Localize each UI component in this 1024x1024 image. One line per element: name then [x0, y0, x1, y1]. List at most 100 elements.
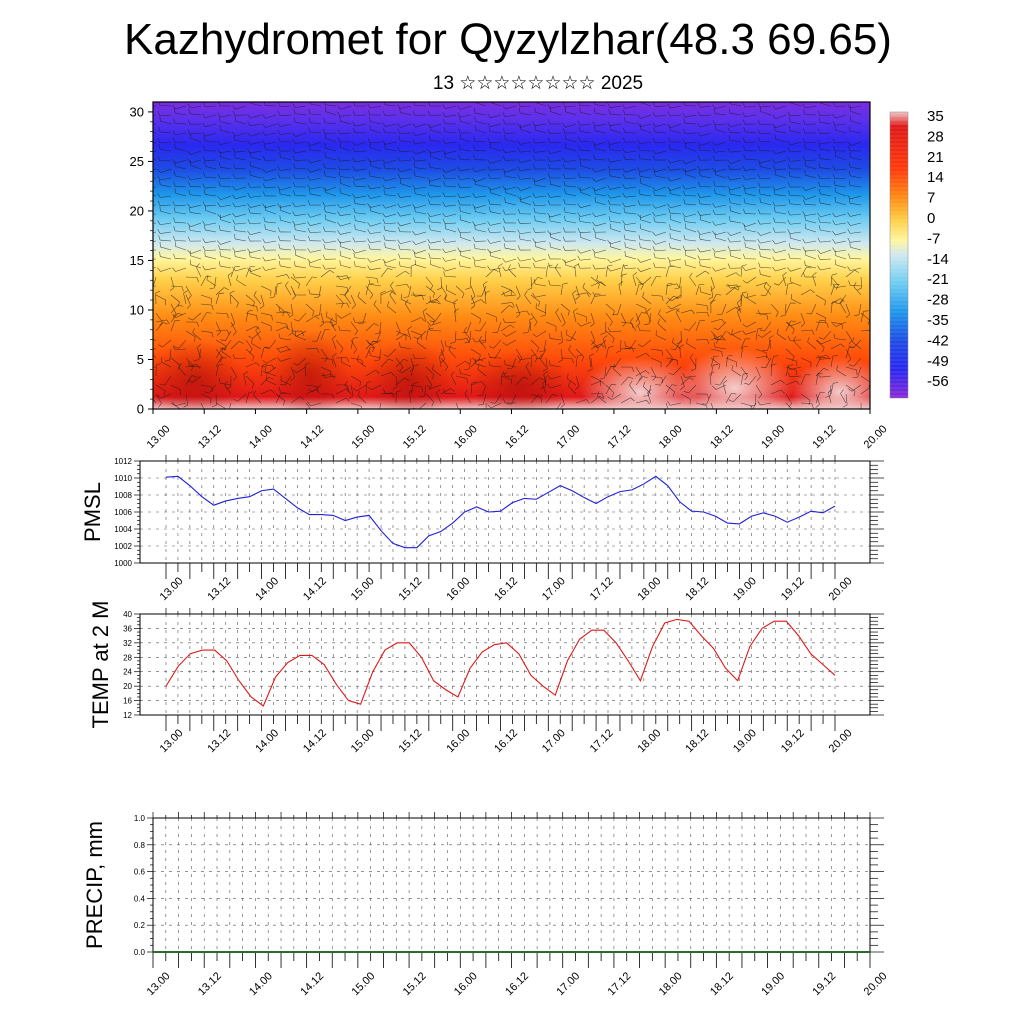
wind-barb-feather: [202, 238, 206, 243]
wind-barb-feather: [508, 305, 514, 308]
wind-barb: [400, 105, 412, 109]
wind-barb: [250, 132, 262, 137]
wind-barb-feather: [669, 242, 671, 248]
wind-barb: [700, 141, 712, 146]
wind-barb: [560, 357, 573, 359]
wind-barb: [175, 192, 187, 197]
wind-barb-feather: [623, 109, 626, 115]
wind-barb: [265, 123, 277, 128]
wind-barb: [655, 150, 667, 155]
heatmap-y-tick-label: 30: [130, 104, 144, 119]
wind-barb: [430, 240, 442, 244]
wind-barb: [530, 339, 540, 348]
heatmap-x-tick-label: 14.00: [247, 423, 275, 451]
wind-barb-feather: [637, 114, 641, 119]
wind-barb: [224, 384, 232, 395]
wind-barb-feather: [187, 175, 191, 181]
wind-barb-feather: [177, 313, 183, 315]
wind-barb-feather: [667, 305, 672, 310]
wind-barb: [535, 184, 547, 188]
wind-barb: [655, 123, 667, 127]
wind-barb: [539, 357, 547, 368]
wind-barb-feather: [232, 247, 236, 253]
wind-barb: [715, 129, 727, 134]
wind-barb-feather: [742, 112, 746, 117]
wind-barb: [520, 267, 532, 269]
wind-barb-feather: [442, 174, 446, 179]
wind-barbs: [153, 102, 870, 415]
wind-barb-feather: [562, 173, 566, 179]
wind-barb: [675, 339, 682, 350]
wind-barb: [475, 140, 487, 143]
wind-barb: [430, 213, 442, 218]
wind-barb-feather: [593, 252, 596, 258]
wind-barb: [860, 330, 870, 332]
y-tick-label: 0.4: [134, 894, 146, 903]
wind-barb-feather: [547, 264, 553, 267]
wind-barb-feather: [706, 393, 710, 399]
wind-barb-feather: [431, 374, 435, 380]
wind-barb-feather: [369, 350, 371, 356]
wind-barb: [520, 168, 532, 172]
wind-barb: [700, 265, 712, 269]
wind-barb-feather: [374, 414, 379, 415]
wind-barb: [235, 230, 247, 233]
wind-barb: [190, 138, 202, 143]
wind-barb: [175, 166, 187, 170]
wind-barb: [685, 255, 697, 260]
wind-barb-feather: [669, 188, 671, 194]
wind-barb-feather: [607, 396, 612, 400]
wind-barb-feather: [387, 301, 390, 307]
wind-barb-feather: [772, 159, 776, 164]
wind-barb: [665, 348, 673, 359]
wind-barb: [505, 267, 517, 271]
wind-barb-feather: [832, 230, 836, 236]
wind-barb: [280, 204, 292, 208]
wind-barb: [370, 267, 382, 271]
wind-barb-feather: [428, 199, 431, 205]
wind-barb-feather: [348, 395, 354, 399]
wind-barb-feather: [803, 199, 806, 205]
wind-barb: [385, 167, 397, 170]
wind-barb: [410, 383, 414, 395]
wind-barb: [215, 365, 219, 377]
wind-barb: [860, 312, 870, 321]
wind-barb: [460, 186, 472, 189]
wind-barb-feather: [622, 192, 626, 198]
wind-barb: [340, 231, 352, 235]
wind-barb: [275, 346, 287, 350]
wind-barb-feather: [727, 354, 733, 357]
wind-barb: [320, 329, 326, 341]
wind-barb-feather: [547, 104, 551, 109]
wind-barb: [625, 212, 637, 215]
wind-barb-feather: [345, 388, 350, 393]
wind-barb: [185, 285, 192, 296]
wind-barb: [460, 255, 472, 260]
colorbar-label: -35: [927, 312, 949, 329]
wind-barb-feather: [508, 264, 511, 270]
wind-barb-feather: [729, 197, 731, 203]
wind-barb: [760, 222, 772, 225]
wind-barb: [440, 388, 451, 395]
wind-barb: [310, 231, 322, 233]
wind-barb-feather: [298, 283, 300, 289]
wind-barb-feather: [683, 118, 686, 124]
wind-barb: [160, 256, 172, 260]
wind-barb-feather: [742, 266, 746, 271]
wind-barb-feather: [611, 392, 615, 398]
wind-barb: [463, 331, 472, 341]
wind-barb-feather: [474, 206, 476, 212]
wind-barb: [731, 369, 742, 377]
wind-barb-feather: [173, 235, 176, 241]
wind-barb: [497, 321, 502, 333]
wind-barb: [415, 150, 427, 155]
wind-barb: [195, 266, 202, 278]
wind-barb: [655, 175, 667, 179]
wind-barb-feather: [490, 402, 496, 404]
wind-barb-feather: [314, 296, 320, 299]
wind-barb-feather: [465, 360, 470, 365]
wind-barb: [805, 195, 817, 200]
wind-barb-feather: [590, 323, 595, 327]
wind-barb-feather: [487, 185, 491, 191]
